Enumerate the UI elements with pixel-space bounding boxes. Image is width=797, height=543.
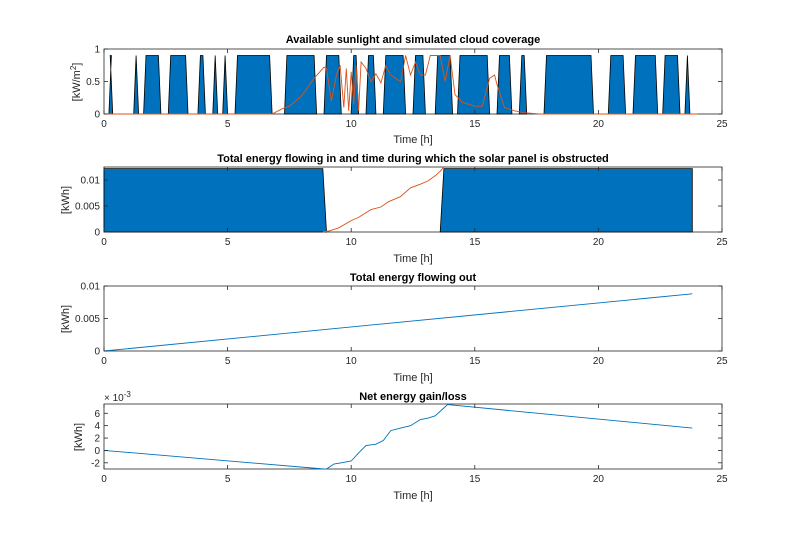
sunlight-block-20 [632, 55, 659, 115]
series-line-0 [103, 293, 693, 352]
y-tick-label-0.005: 0.005 [75, 314, 100, 325]
series-line-0 [322, 166, 445, 233]
x-tick-label-15: 15 [469, 474, 481, 485]
y-tick-label-0.5: 0.5 [86, 77, 100, 88]
sunlight-block-15 [457, 55, 491, 115]
panel-energy-out-ticks: 0 5 10 15 20 25 0 0.005 0.01 [75, 282, 728, 368]
panel-energy-out-ylabel: [kWh] [60, 305, 72, 333]
sunlight-block-17 [518, 55, 528, 115]
sunlight-block-13 [412, 55, 426, 115]
panel-net-energy-ylabel: [kWh] [73, 423, 85, 451]
panel-energy-out: Total energy flowing out 0 5 10 15 20 25 0 0.00… [60, 272, 728, 384]
x-tick-label-25: 25 [716, 356, 728, 367]
panel-energy-in-xlabel: Time [h] [393, 253, 432, 265]
y-tick-label-0: 0 [94, 347, 100, 358]
panel-energy-out-marks [103, 293, 693, 352]
y-tick-label-6: 6 [94, 409, 100, 420]
panel-energy-out-frame [103, 285, 723, 352]
sunlight-block-14 [434, 55, 454, 115]
x-tick-label-0: 0 [101, 356, 107, 367]
x-tick-label-15: 15 [469, 119, 481, 130]
sunlight-block-8 [284, 55, 318, 115]
panel-sunlight-title: Available sunlight and simulated cloud c… [286, 34, 541, 46]
panel-net-energy-title: Net energy gain/loss [359, 391, 467, 403]
panel-sunlight-ylabel: [kW/m2] [69, 63, 83, 102]
x-tick-label-10: 10 [346, 237, 358, 248]
y-tick-label-0.01: 0.01 [81, 176, 101, 187]
y-tick-label-4: 4 [94, 421, 100, 432]
sunlight-block-12 [382, 55, 407, 115]
panel-net-energy-marks [103, 404, 693, 470]
sunlight-block-3 [167, 55, 189, 115]
y-tick-label-0: 0 [94, 228, 100, 239]
x-tick-label-0: 0 [101, 119, 107, 130]
series-line-0 [103, 404, 693, 470]
sunlight-block-19 [607, 55, 627, 115]
panel-energy-in-ticks: 0 5 10 15 20 25 0 0.005 0.01 [75, 167, 728, 248]
x-tick-label-0: 0 [101, 237, 107, 248]
x-tick-label-25: 25 [716, 474, 728, 485]
x-tick-label-25: 25 [716, 237, 728, 248]
x-tick-label-5: 5 [225, 119, 231, 130]
panel-net-energy-xlabel: Time [h] [393, 490, 432, 502]
x-tick-label-5: 5 [225, 474, 231, 485]
panel-energy-out-xlabel: Time [h] [393, 372, 432, 384]
sunlight-block-11 [365, 55, 377, 115]
x-tick-label-10: 10 [346, 119, 358, 130]
y-tick-label-1: 1 [94, 45, 100, 56]
sunlight-block-7 [234, 55, 273, 115]
sunlight-block-2 [143, 55, 162, 115]
y-tick-label-0.005: 0.005 [75, 202, 100, 213]
y-tick-label-0: 0 [94, 110, 100, 121]
panel-energy-in-marks [103, 166, 693, 233]
x-tick-label-25: 25 [716, 119, 728, 130]
x-tick-label-10: 10 [346, 356, 358, 367]
sunlight-block-21 [662, 55, 681, 115]
panel-sunlight-frame [103, 48, 723, 115]
y-tick-label--2: -2 [91, 458, 100, 469]
y-tick-label-0: 0 [94, 446, 100, 457]
x-tick-label-15: 15 [469, 237, 481, 248]
panel-sunlight-marks [104, 55, 698, 115]
panel-sunlight: Available sunlight and simulated cloud c… [69, 34, 728, 146]
panel-energy-out-title: Total energy flowing out [350, 272, 477, 284]
panel-net-energy-exponent: × 10-3 [104, 390, 131, 404]
x-tick-label-20: 20 [593, 356, 605, 367]
sunlight-block-9 [323, 55, 342, 115]
panel-energy-in-ylabel: [kWh] [60, 186, 72, 214]
panel-net-energy-frame [103, 403, 723, 470]
obstructed-block-0 [103, 168, 327, 233]
panel-energy-in-title: Total energy flowing in and time during … [217, 153, 609, 165]
x-tick-label-15: 15 [469, 356, 481, 367]
y-tick-label-0.01: 0.01 [81, 282, 101, 293]
y-tick-label-2: 2 [94, 434, 100, 445]
panel-sunlight-xlabel: Time [h] [393, 134, 432, 146]
x-tick-label-20: 20 [593, 474, 605, 485]
x-tick-label-0: 0 [101, 474, 107, 485]
sunlight-block-18 [543, 55, 594, 115]
x-tick-label-20: 20 [593, 119, 605, 130]
sunlight-block-16 [496, 55, 513, 115]
panel-energy-in: Total energy flowing in and time during … [60, 153, 728, 265]
x-tick-label-5: 5 [225, 356, 231, 367]
obstructed-block-1 [439, 168, 693, 233]
x-tick-label-20: 20 [593, 237, 605, 248]
x-tick-label-5: 5 [225, 237, 231, 248]
series-line-0 [104, 55, 698, 115]
panel-sunlight-ticks: 0 5 10 15 20 25 0 0.5 1 [86, 45, 728, 131]
x-tick-label-10: 10 [346, 474, 358, 485]
